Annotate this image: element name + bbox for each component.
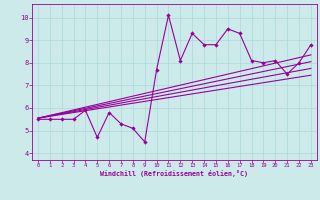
X-axis label: Windchill (Refroidissement éolien,°C): Windchill (Refroidissement éolien,°C) — [100, 170, 248, 177]
